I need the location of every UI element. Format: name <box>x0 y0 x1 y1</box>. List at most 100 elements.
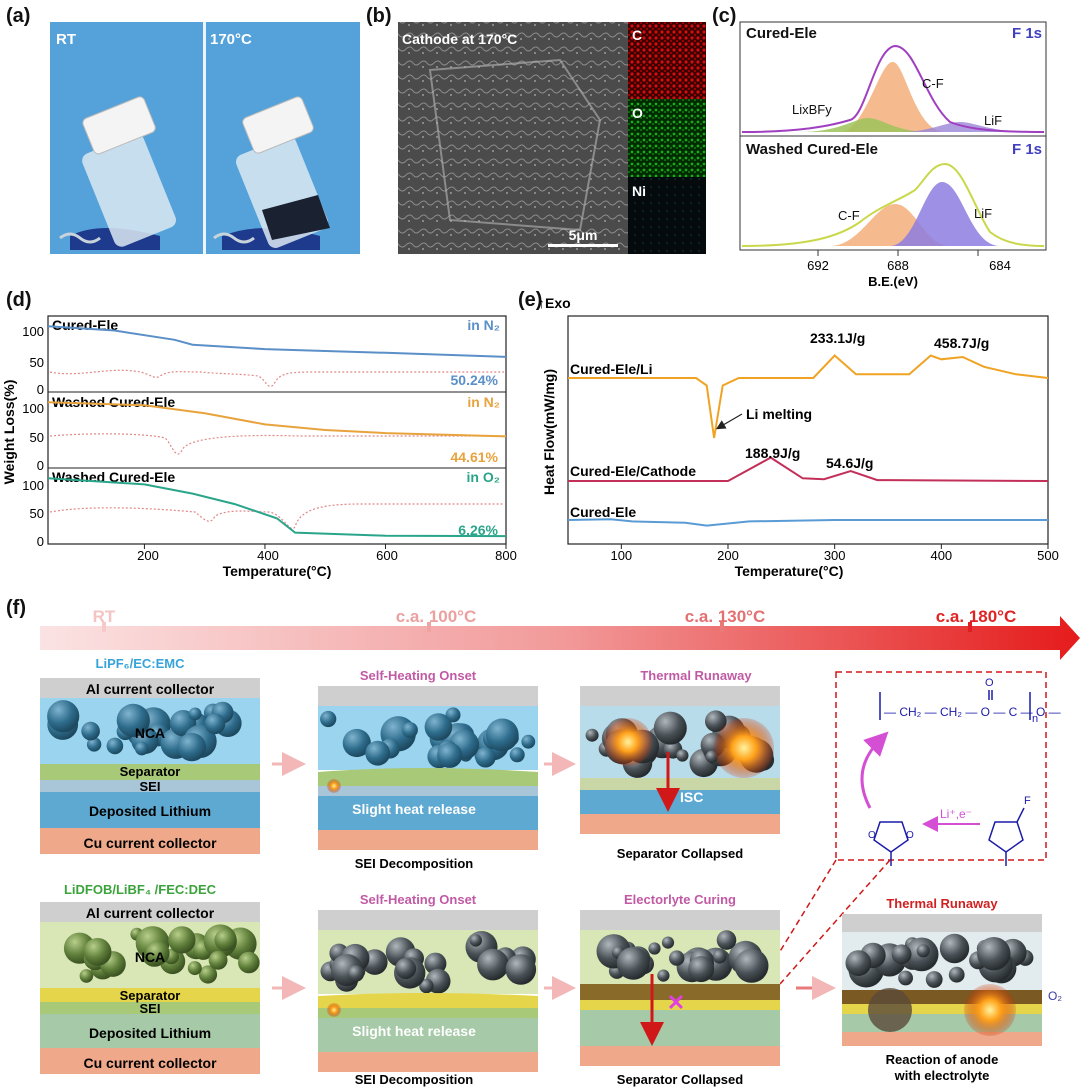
nca-particle <box>509 747 525 763</box>
dsc-ylabel: Heat Flow(mW/mg) <box>541 369 557 495</box>
dsc-annot-54: 54.6J/g <box>826 455 873 471</box>
svg-text:O: O <box>985 677 994 689</box>
nca-particle <box>402 722 418 738</box>
tga-xtick-400: 400 <box>257 548 279 563</box>
nca-particle <box>585 728 599 742</box>
dsc-xtick-label: 500 <box>1037 548 1059 563</box>
nca-particle <box>168 926 196 954</box>
row1-label-separator: Separator <box>120 764 181 779</box>
nca-particle <box>188 707 202 721</box>
nca-particle <box>135 741 149 756</box>
nca-particle <box>395 958 417 979</box>
scale-bar-label: 5μm <box>569 227 598 243</box>
dsc-annot-458: 458.7J/g <box>934 335 989 351</box>
tga-line-2 <box>47 401 507 438</box>
row2-label-lithium: Deposited Lithium <box>89 1025 211 1041</box>
nca-particle <box>939 933 970 964</box>
nca-particle <box>86 737 102 752</box>
dsc-annot-li-melting: Li melting <box>746 406 812 422</box>
nca-particle <box>116 703 150 738</box>
panel-label-a: (a) <box>6 5 30 27</box>
nca-particle <box>419 978 434 994</box>
tga-sub3-residue: 6.26% <box>458 522 498 538</box>
nca-particle <box>716 930 737 950</box>
row1-stage3-note: ISC <box>680 789 703 805</box>
o2-release: O₂ <box>1048 989 1062 1003</box>
mechanism-arrow-label: Li⁺,e⁻ <box>940 807 972 821</box>
row2-stage2-caption: SEI Decomposition <box>355 1072 474 1087</box>
row2-stage4-title: Thermal Runaway <box>886 896 998 911</box>
tga-ytick-3-50: 50 <box>30 506 44 521</box>
eds-label-ni: Ni <box>632 183 646 199</box>
nca-particle <box>948 966 965 983</box>
dsc-series-label-cathode: Cured-Ele/Cathode <box>570 463 696 479</box>
row2-stage2-note: Slight heat release <box>352 1023 476 1039</box>
svg-text:O: O <box>868 830 876 841</box>
vial-170c-image <box>213 96 330 250</box>
nca-particle <box>342 728 371 758</box>
eds-label-c: C <box>632 27 642 43</box>
panel-label-b: (b) <box>366 5 392 27</box>
tga-ytick-3-100: 100 <box>22 478 44 493</box>
temp-130: c.a. 130°C <box>685 607 766 626</box>
cf-peak-top <box>840 61 945 132</box>
nca-particle <box>521 734 536 749</box>
nca-particle <box>669 950 685 966</box>
nca-particle <box>845 950 872 976</box>
xps-xtick-684: 684 <box>989 258 1011 273</box>
nca-particle <box>198 965 218 984</box>
tga-ytick-1-50: 50 <box>30 355 44 370</box>
nca-particle <box>661 936 675 949</box>
row2-label-separator: Separator <box>120 988 181 1003</box>
row2-electrolyte: LiDFOB/LiBF₄ /FEC:DEC <box>64 882 217 897</box>
nca-particle <box>187 961 202 976</box>
tga-xtick-800: 800 <box>495 548 517 563</box>
row2-stage3-caption: Separator Collapsed <box>617 1072 743 1087</box>
dsc-annot-188: 188.9J/g <box>745 445 800 461</box>
row2-stage4-caption1: Reaction of anode <box>886 1052 999 1067</box>
nca-particle <box>648 942 661 955</box>
nca-particle <box>437 742 463 768</box>
nca-particle <box>81 721 100 741</box>
nca-particle <box>485 718 519 752</box>
tga-ytick-2-0: 0 <box>37 458 44 473</box>
dsc-xtick-label: 300 <box>824 548 846 563</box>
blocked-x-icon: ✕ <box>667 990 685 1015</box>
dtg-curve-3 <box>49 503 504 530</box>
photo-label-170c: 170°C <box>210 31 252 48</box>
fire-icon <box>964 984 1016 1036</box>
fire-icon <box>714 718 774 778</box>
nca-particle <box>734 948 769 983</box>
row2-cell-stage3: ✕ <box>580 910 780 1066</box>
vial-rt-image <box>59 96 176 250</box>
spark-icon <box>327 1003 341 1017</box>
peak-label-lif-top: LiF <box>984 113 1002 128</box>
nca-particle <box>424 713 453 741</box>
panel-b-sem: Cathode at 170°C 5μm C O Ni <box>398 22 706 254</box>
xps-top-tag: F 1s <box>1012 25 1042 42</box>
row1-stage3-caption: Separator Collapsed <box>617 846 743 861</box>
dsc-xlabel: Temperature(°C) <box>735 563 844 579</box>
row2-cell-stage4: O₂ <box>842 914 1062 1046</box>
tga-xtick-600: 600 <box>376 548 398 563</box>
nca-particle <box>320 710 337 728</box>
nca-particle <box>616 947 650 980</box>
fire-icon <box>604 718 652 766</box>
nca-particle <box>977 937 1011 971</box>
panel-a-photos: RT 170°C <box>50 22 360 254</box>
panel-label-c: (c) <box>712 5 736 27</box>
eds-map-ni <box>628 177 706 254</box>
sem-image <box>398 22 628 254</box>
peak-label-cf-top: C-F <box>922 76 944 91</box>
eds-map-c <box>628 22 706 99</box>
nca-particle <box>925 971 943 988</box>
envelope-top <box>741 44 1045 133</box>
dsc-xtick-label: 400 <box>930 548 952 563</box>
lixbfy-peak <box>800 118 930 132</box>
tga-sub2-residue: 44.61% <box>451 449 499 465</box>
row1-cell-initial: Al current collector NCA Separator SEI D… <box>40 678 260 854</box>
fec-f-atom: F <box>1024 795 1031 807</box>
panel-label-d: (d) <box>6 289 32 311</box>
eds-label-o: O <box>632 105 643 121</box>
